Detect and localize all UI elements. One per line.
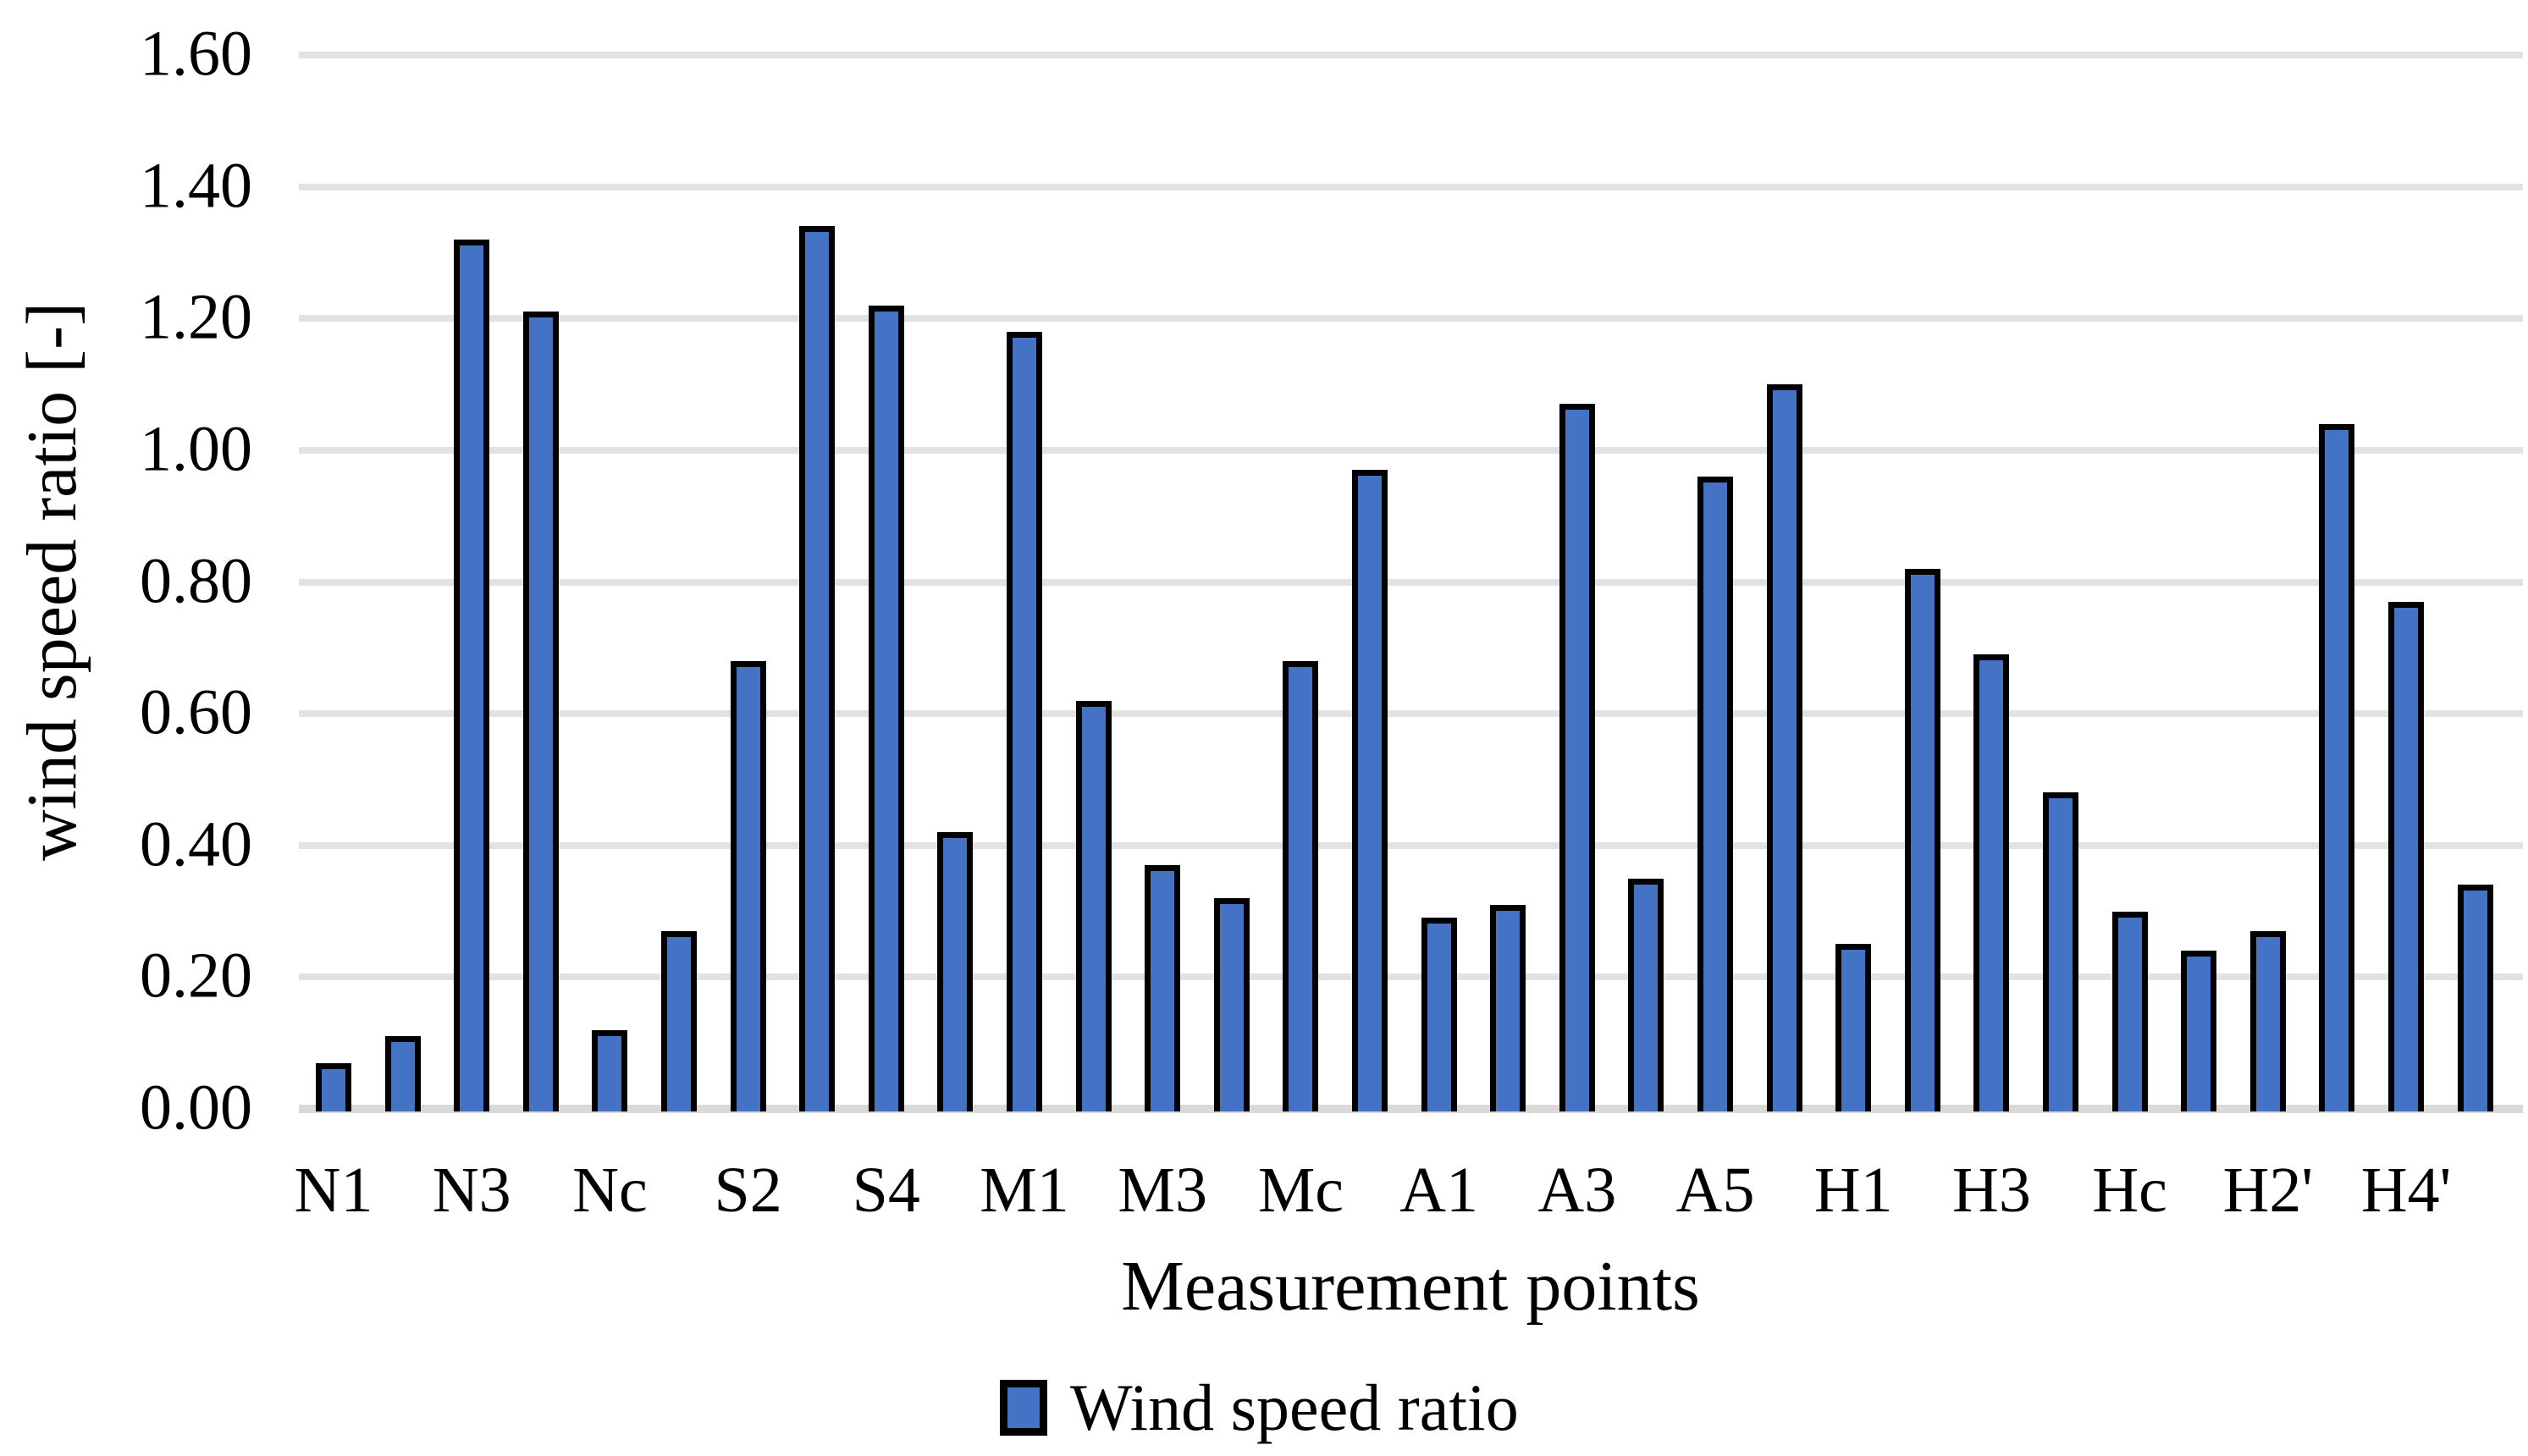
bar bbox=[2111, 912, 2148, 1111]
bar bbox=[799, 226, 836, 1111]
y-tick-label: 1.60 bbox=[140, 18, 252, 90]
bar bbox=[1697, 477, 1733, 1111]
y-tick-label: 1.00 bbox=[140, 413, 252, 485]
x-tick-label: A3 bbox=[1537, 1155, 1617, 1226]
bar bbox=[1904, 569, 1940, 1111]
x-tick-label: N1 bbox=[294, 1155, 373, 1226]
bar bbox=[2249, 931, 2286, 1111]
bar bbox=[868, 306, 904, 1111]
bar bbox=[2181, 951, 2217, 1111]
bar bbox=[1213, 898, 1250, 1111]
gridline bbox=[299, 52, 2523, 58]
gridline bbox=[299, 446, 2523, 454]
x-tick-label: H2' bbox=[2222, 1155, 2314, 1226]
bar bbox=[1973, 654, 2010, 1111]
bar bbox=[661, 931, 697, 1111]
x-tick-label: M3 bbox=[1118, 1155, 1207, 1226]
x-tick-label: S4 bbox=[852, 1155, 920, 1226]
x-axis-line bbox=[299, 1105, 2523, 1113]
legend-swatch bbox=[1000, 1380, 1047, 1436]
x-tick-label: H4' bbox=[2360, 1155, 2452, 1226]
bar bbox=[592, 1030, 628, 1111]
y-tick-label: 0.40 bbox=[140, 808, 252, 880]
bar bbox=[937, 832, 974, 1111]
bar bbox=[1283, 661, 1319, 1111]
bar bbox=[1490, 905, 1526, 1111]
gridline bbox=[299, 183, 2523, 190]
bar bbox=[2388, 602, 2424, 1111]
bar bbox=[2043, 792, 2078, 1111]
bar bbox=[1421, 918, 1457, 1111]
bar bbox=[384, 1036, 421, 1111]
y-tick-label: 0.80 bbox=[140, 544, 252, 616]
bar bbox=[2319, 424, 2355, 1111]
y-axis-title: wind speed ratio [-] bbox=[13, 301, 91, 862]
bar bbox=[1352, 470, 1388, 1111]
bar bbox=[1007, 332, 1042, 1111]
x-tick-label: M1 bbox=[980, 1155, 1069, 1226]
bar bbox=[1628, 879, 1664, 1111]
bar bbox=[316, 1063, 351, 1111]
gridline bbox=[299, 315, 2523, 323]
bar bbox=[1835, 944, 1872, 1111]
x-tick-label: Hc bbox=[2092, 1155, 2167, 1226]
bar bbox=[1559, 404, 1595, 1111]
y-tick-label: 0.20 bbox=[140, 940, 252, 1012]
legend-label: Wind speed ratio bbox=[1070, 1371, 1519, 1444]
bar bbox=[1766, 384, 1802, 1111]
x-tick-label: S2 bbox=[714, 1155, 782, 1226]
y-tick-label: 1.20 bbox=[140, 281, 252, 353]
y-tick-label: 0.60 bbox=[140, 676, 252, 748]
gridline bbox=[299, 578, 2523, 586]
x-tick-label: H1 bbox=[1813, 1155, 1893, 1226]
gridline bbox=[299, 973, 2523, 981]
y-tick-label: 1.40 bbox=[140, 150, 252, 222]
bar bbox=[730, 661, 766, 1111]
gridline bbox=[299, 841, 2523, 849]
bar bbox=[1075, 701, 1112, 1111]
bar bbox=[2457, 885, 2493, 1111]
x-tick-label: A1 bbox=[1399, 1155, 1479, 1226]
x-tick-label: N3 bbox=[432, 1155, 511, 1226]
gridline bbox=[299, 710, 2523, 718]
x-tick-label: A5 bbox=[1675, 1155, 1755, 1226]
y-tick-label: 0.00 bbox=[140, 1072, 252, 1144]
plot-area bbox=[299, 52, 2523, 1113]
bar bbox=[454, 240, 490, 1111]
x-axis-title: Measurement points bbox=[1121, 1247, 1700, 1326]
bar bbox=[522, 312, 559, 1111]
x-tick-label: Nc bbox=[572, 1155, 648, 1226]
x-tick-label: H3 bbox=[1951, 1155, 2031, 1226]
x-tick-label: Mc bbox=[1257, 1155, 1344, 1226]
bar bbox=[1145, 865, 1181, 1111]
